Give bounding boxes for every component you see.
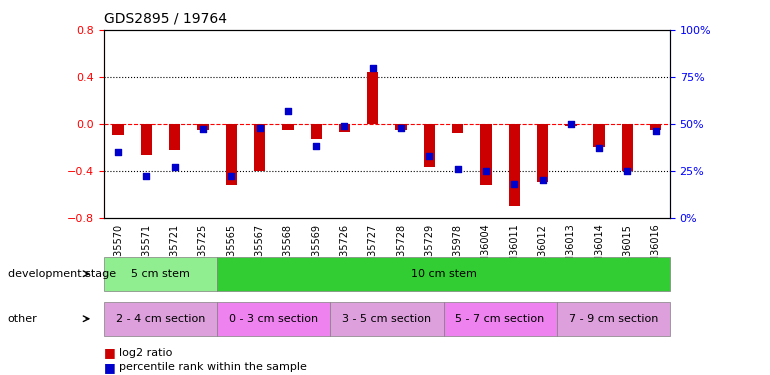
Text: GDS2895 / 19764: GDS2895 / 19764 bbox=[104, 11, 227, 25]
Bar bbox=[254, 124, 265, 171]
Bar bbox=[650, 124, 661, 130]
Point bbox=[169, 164, 181, 170]
Text: ■: ■ bbox=[104, 361, 115, 374]
Bar bbox=[480, 124, 491, 185]
Point bbox=[140, 173, 152, 179]
Point bbox=[338, 123, 350, 129]
Bar bbox=[310, 124, 322, 139]
Bar bbox=[339, 124, 350, 132]
Bar bbox=[226, 124, 237, 185]
Bar bbox=[452, 124, 464, 133]
Text: log2 ratio: log2 ratio bbox=[119, 348, 172, 357]
Point bbox=[395, 124, 407, 130]
Text: 10 cm stem: 10 cm stem bbox=[410, 269, 477, 279]
Text: 7 - 9 cm section: 7 - 9 cm section bbox=[568, 314, 658, 324]
Bar bbox=[197, 124, 209, 130]
Point bbox=[593, 145, 605, 151]
Point bbox=[537, 177, 549, 183]
Text: 0 - 3 cm section: 0 - 3 cm section bbox=[229, 314, 318, 324]
Point bbox=[564, 121, 577, 127]
Bar bbox=[396, 124, 407, 130]
Point bbox=[197, 126, 209, 132]
Text: development stage: development stage bbox=[8, 269, 115, 279]
Bar bbox=[169, 124, 180, 150]
Bar bbox=[112, 124, 124, 135]
Text: 2 - 4 cm section: 2 - 4 cm section bbox=[116, 314, 206, 324]
Bar bbox=[141, 124, 152, 155]
Text: percentile rank within the sample: percentile rank within the sample bbox=[119, 363, 307, 372]
Text: 3 - 5 cm section: 3 - 5 cm section bbox=[343, 314, 431, 324]
Point bbox=[621, 168, 634, 174]
Point bbox=[112, 149, 124, 155]
Text: 5 - 7 cm section: 5 - 7 cm section bbox=[456, 314, 544, 324]
Point bbox=[650, 128, 662, 134]
Point bbox=[310, 143, 323, 149]
Text: ■: ■ bbox=[104, 346, 115, 359]
Point bbox=[508, 181, 521, 187]
Point bbox=[367, 64, 379, 70]
Bar bbox=[509, 124, 520, 206]
Point bbox=[282, 108, 294, 114]
Point bbox=[451, 166, 464, 172]
Point bbox=[225, 173, 237, 179]
Point bbox=[480, 168, 492, 174]
Bar bbox=[283, 124, 293, 130]
Point bbox=[424, 153, 436, 159]
Bar bbox=[565, 124, 577, 126]
Bar bbox=[537, 124, 548, 182]
Text: 5 cm stem: 5 cm stem bbox=[131, 269, 190, 279]
Bar bbox=[367, 72, 378, 124]
Text: other: other bbox=[8, 314, 38, 324]
Bar bbox=[594, 124, 604, 147]
Bar bbox=[622, 124, 633, 171]
Point bbox=[253, 124, 266, 130]
Bar bbox=[424, 124, 435, 167]
